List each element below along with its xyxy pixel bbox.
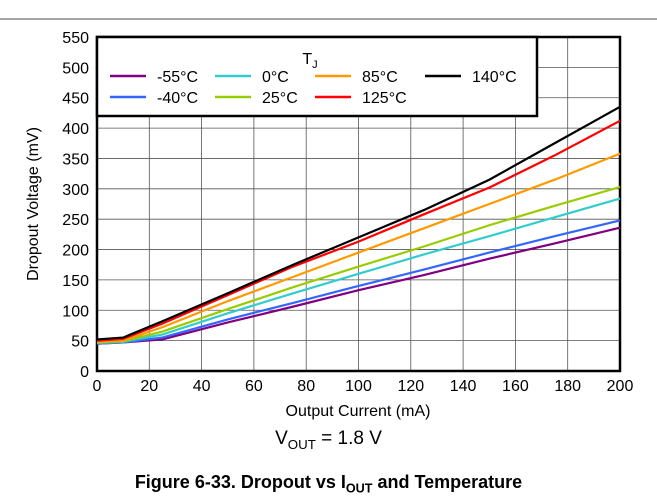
x-tick-label: 80	[297, 378, 315, 395]
x-tick-label: 40	[193, 378, 211, 395]
legend-label: 140°C	[472, 69, 517, 86]
x-tick-label: 140	[450, 378, 477, 395]
x-tick-label: 180	[554, 378, 581, 395]
x-tick-label: 120	[397, 378, 424, 395]
x-tick-label: 160	[502, 378, 529, 395]
legend-label: -40°C	[157, 90, 198, 107]
legend-label: -55°C	[157, 69, 198, 86]
y-tick-label: 500	[62, 60, 89, 77]
y-tick-label: 300	[62, 182, 89, 199]
y-tick-label: 0	[80, 364, 89, 381]
legend-label: 85°C	[362, 69, 398, 86]
y-tick-label: 450	[62, 91, 89, 108]
y-axis-label: Dropout Voltage (mV)	[25, 127, 42, 281]
series-line	[96, 105, 621, 341]
y-tick-label: 350	[62, 151, 89, 168]
figure-caption: Figure 6-33. Dropout vs IOUT and Tempera…	[134, 472, 523, 496]
series-line	[96, 152, 621, 343]
legend-label: 125°C	[362, 90, 407, 107]
x-tick-label: 60	[245, 378, 263, 395]
series-line	[96, 219, 621, 345]
series-line	[96, 185, 621, 344]
y-tick-label: 50	[71, 334, 89, 351]
legend-label: 0°C	[262, 69, 289, 86]
x-tick-label: 0	[93, 378, 102, 395]
y-tick-label: 150	[62, 273, 89, 290]
y-tick-label: 200	[62, 243, 89, 260]
y-tick-label: 400	[62, 121, 89, 138]
x-tick-label: 100	[345, 378, 372, 395]
series-line	[96, 197, 621, 345]
y-tick-label: 550	[62, 30, 89, 47]
legend-label: 25°C	[262, 90, 298, 107]
y-tick-label: 250	[62, 212, 89, 229]
series-line	[96, 119, 621, 342]
condition-label: VOUT = 1.8 V	[275, 428, 382, 452]
x-tick-label: 20	[140, 378, 158, 395]
x-axis-label: Output Current (mA)	[286, 403, 431, 420]
y-tick-label: 100	[62, 303, 89, 320]
x-tick-label: 200	[607, 378, 634, 395]
